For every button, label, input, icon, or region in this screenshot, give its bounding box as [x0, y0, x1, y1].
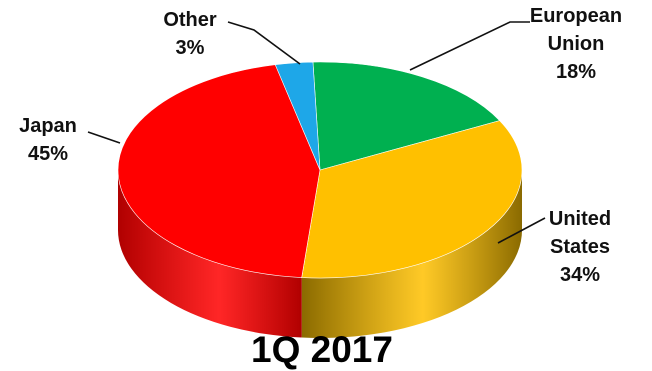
leader-lines: [87, 21, 546, 244]
name-label-united-states: States: [550, 236, 610, 258]
leader-line-united-states: [497, 217, 546, 244]
slice-labels: European Union 18% United States 34% Japan 45% O…: [19, 5, 622, 286]
value-label-united-states: 34%: [560, 264, 600, 286]
name-label-other: Other: [163, 9, 217, 31]
slice-other: [274, 61, 321, 171]
name-label-european-union: European: [530, 5, 622, 27]
name-label-japan: Japan: [19, 115, 77, 137]
slice-side-japan: [118, 170, 302, 338]
chart-title: 1Q 2017: [251, 329, 393, 370]
slice-side-united-states: [301, 170, 522, 338]
slice-european-union: [312, 61, 501, 171]
leader-line-other: [227, 21, 301, 65]
slice-united-states: [301, 120, 523, 279]
value-label-european-union: 18%: [556, 61, 596, 83]
name-label-united-states: United: [549, 208, 611, 230]
name-label-european-union: Union: [548, 33, 605, 55]
pie-sides: [118, 170, 522, 338]
leader-line-european-union: [409, 21, 530, 71]
leader-line-japan: [87, 131, 121, 144]
pie-tops: [117, 61, 523, 279]
value-label-other: 3%: [176, 37, 205, 59]
slice-japan: [117, 64, 321, 278]
value-label-japan: 45%: [28, 143, 68, 165]
